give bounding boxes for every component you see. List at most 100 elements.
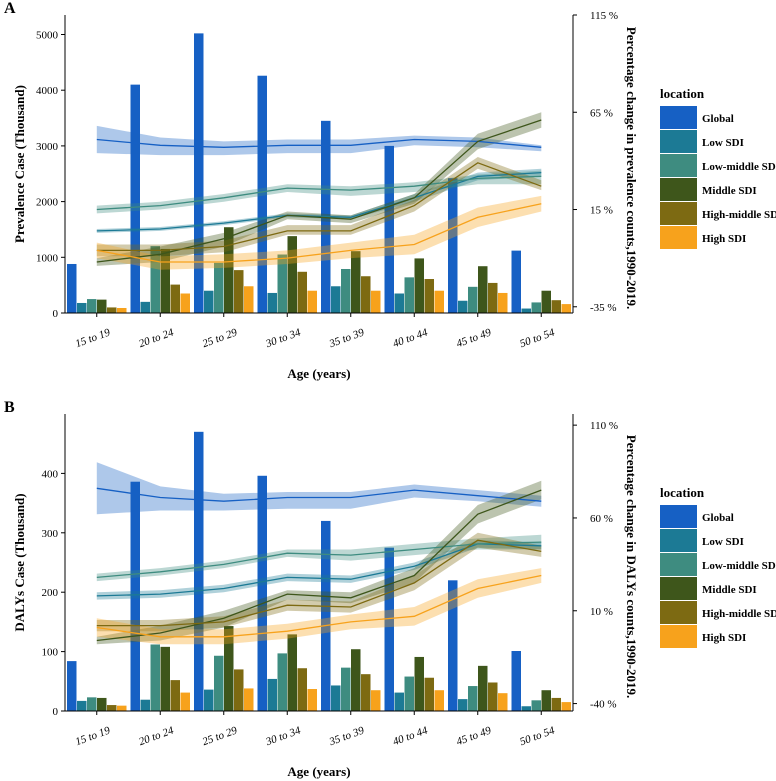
bar-middle-sdi xyxy=(287,634,297,711)
bar-low-middle-sdi xyxy=(531,700,541,711)
bar-low-middle-sdi xyxy=(468,686,478,711)
bar-low-middle-sdi xyxy=(214,655,224,711)
bar-middle-sdi xyxy=(478,665,488,711)
x-tick-label: 20 to 24 xyxy=(137,326,175,350)
y2-tick-label: -40 % xyxy=(590,699,617,711)
bar-low-sdi xyxy=(394,692,404,711)
legend-key xyxy=(660,577,697,600)
legend-label: Low-middle SDI xyxy=(702,560,776,572)
x-tick-label: 40 to 44 xyxy=(391,326,429,350)
x-tick-label: 50 to 54 xyxy=(518,326,556,350)
legend-label: Low SDI xyxy=(702,137,744,149)
bar-global xyxy=(321,520,331,711)
bar-middle-sdi xyxy=(224,626,234,711)
x-tick-label: 35 to 39 xyxy=(327,724,366,748)
bar-low-sdi xyxy=(458,699,468,711)
legend-key xyxy=(660,625,697,648)
bar-high-middle-sdi xyxy=(488,682,498,711)
bar-low-middle-sdi xyxy=(150,246,160,313)
line-high-sdi xyxy=(96,203,542,263)
bar-global xyxy=(194,33,204,313)
bar-low-sdi xyxy=(521,308,531,313)
y2-tick-label: 115 % xyxy=(590,10,618,22)
bar-global xyxy=(257,75,267,313)
bar-low-middle-sdi xyxy=(468,286,478,313)
y-tick-label: 300 xyxy=(42,528,59,540)
bar-low-sdi xyxy=(331,685,341,711)
x-tick-label: 25 to 29 xyxy=(201,724,239,748)
x-tick-label: 35 to 39 xyxy=(327,326,366,350)
y-tick-label: 400 xyxy=(42,468,59,480)
bar-low-sdi xyxy=(521,706,531,711)
legend-key xyxy=(660,226,697,249)
legend-title: location xyxy=(660,485,705,500)
panel-letter: A xyxy=(4,0,16,17)
bar-high-middle-sdi xyxy=(424,677,434,711)
bar-low-middle-sdi xyxy=(277,254,287,313)
x-axis-title: Age (years) xyxy=(287,366,350,381)
bar-global xyxy=(194,431,204,711)
y-tick-label: 3000 xyxy=(36,141,59,153)
bar-high-middle-sdi xyxy=(424,279,434,313)
bar-high-middle-sdi xyxy=(361,674,371,711)
bar-high-middle-sdi xyxy=(297,271,307,313)
y-axis-title: Prevalence Case (Thousand) xyxy=(12,85,27,243)
line-high-middle-sdi xyxy=(96,162,542,252)
x-tick-label: 25 to 29 xyxy=(201,326,239,350)
legend-label: Global xyxy=(702,512,734,524)
line-high-middle-sdi xyxy=(96,539,542,627)
bar-high-sdi xyxy=(117,307,127,313)
bar-high-sdi xyxy=(498,693,508,711)
bar-high-sdi xyxy=(244,286,254,313)
bar-global xyxy=(67,661,77,711)
bar-middle-sdi xyxy=(414,656,424,711)
ribbon-global xyxy=(96,462,542,515)
legend-key xyxy=(660,154,697,177)
bar-global xyxy=(67,263,77,313)
bar-high-middle-sdi xyxy=(170,284,180,313)
bar-low-middle-sdi xyxy=(87,299,97,313)
legend-key xyxy=(660,130,697,153)
bar-low-sdi xyxy=(77,700,87,711)
ribbon-high-middle-sdi xyxy=(96,532,542,632)
bar-global xyxy=(130,481,140,711)
bar-high-sdi xyxy=(180,293,190,313)
bar-high-sdi xyxy=(307,689,317,711)
x-tick-label: 15 to 19 xyxy=(74,326,112,350)
y2-tick-label: -35 % xyxy=(590,302,617,314)
bar-high-middle-sdi xyxy=(107,705,117,711)
bar-high-sdi xyxy=(434,690,444,711)
y2-tick-label: 65 % xyxy=(590,107,613,119)
bar-high-middle-sdi xyxy=(361,276,371,313)
line-middle-sdi xyxy=(96,119,542,263)
legend-title: location xyxy=(660,86,705,101)
y-tick-label: 0 xyxy=(53,706,59,718)
bar-high-sdi xyxy=(561,304,571,313)
y-tick-label: 2000 xyxy=(36,197,59,209)
bar-low-middle-sdi xyxy=(341,268,351,313)
panel-letter: B xyxy=(4,399,15,416)
bar-high-sdi xyxy=(498,292,508,313)
line-low-middle-sdi xyxy=(96,541,542,579)
legend-key xyxy=(660,202,697,225)
x-tick-label: 15 to 19 xyxy=(74,724,112,748)
y2-tick-label: 10 % xyxy=(590,606,613,618)
bar-high-sdi xyxy=(561,702,571,711)
x-tick-label: 40 to 44 xyxy=(391,724,429,748)
bar-high-sdi xyxy=(180,692,190,711)
legend-key xyxy=(660,505,697,528)
legend: location Global Low SDI Low-middle SDI Middl… xyxy=(660,86,776,249)
ribbon-high-sdi xyxy=(96,568,542,645)
legend-label: Middle SDI xyxy=(702,584,757,596)
bar-low-sdi xyxy=(267,292,277,313)
x-axis-title: Age (years) xyxy=(287,764,350,779)
legend-label: High-middle SDI xyxy=(702,608,776,620)
line-high-sdi xyxy=(96,574,542,638)
bar-low-middle-sdi xyxy=(214,262,224,313)
y-tick-label: 200 xyxy=(42,587,59,599)
bar-middle-sdi xyxy=(160,646,170,711)
x-tick-label: 20 to 24 xyxy=(137,724,175,748)
bar-low-middle-sdi xyxy=(341,667,351,711)
y-axis-title: DALYs Case (Thousand) xyxy=(12,493,27,631)
